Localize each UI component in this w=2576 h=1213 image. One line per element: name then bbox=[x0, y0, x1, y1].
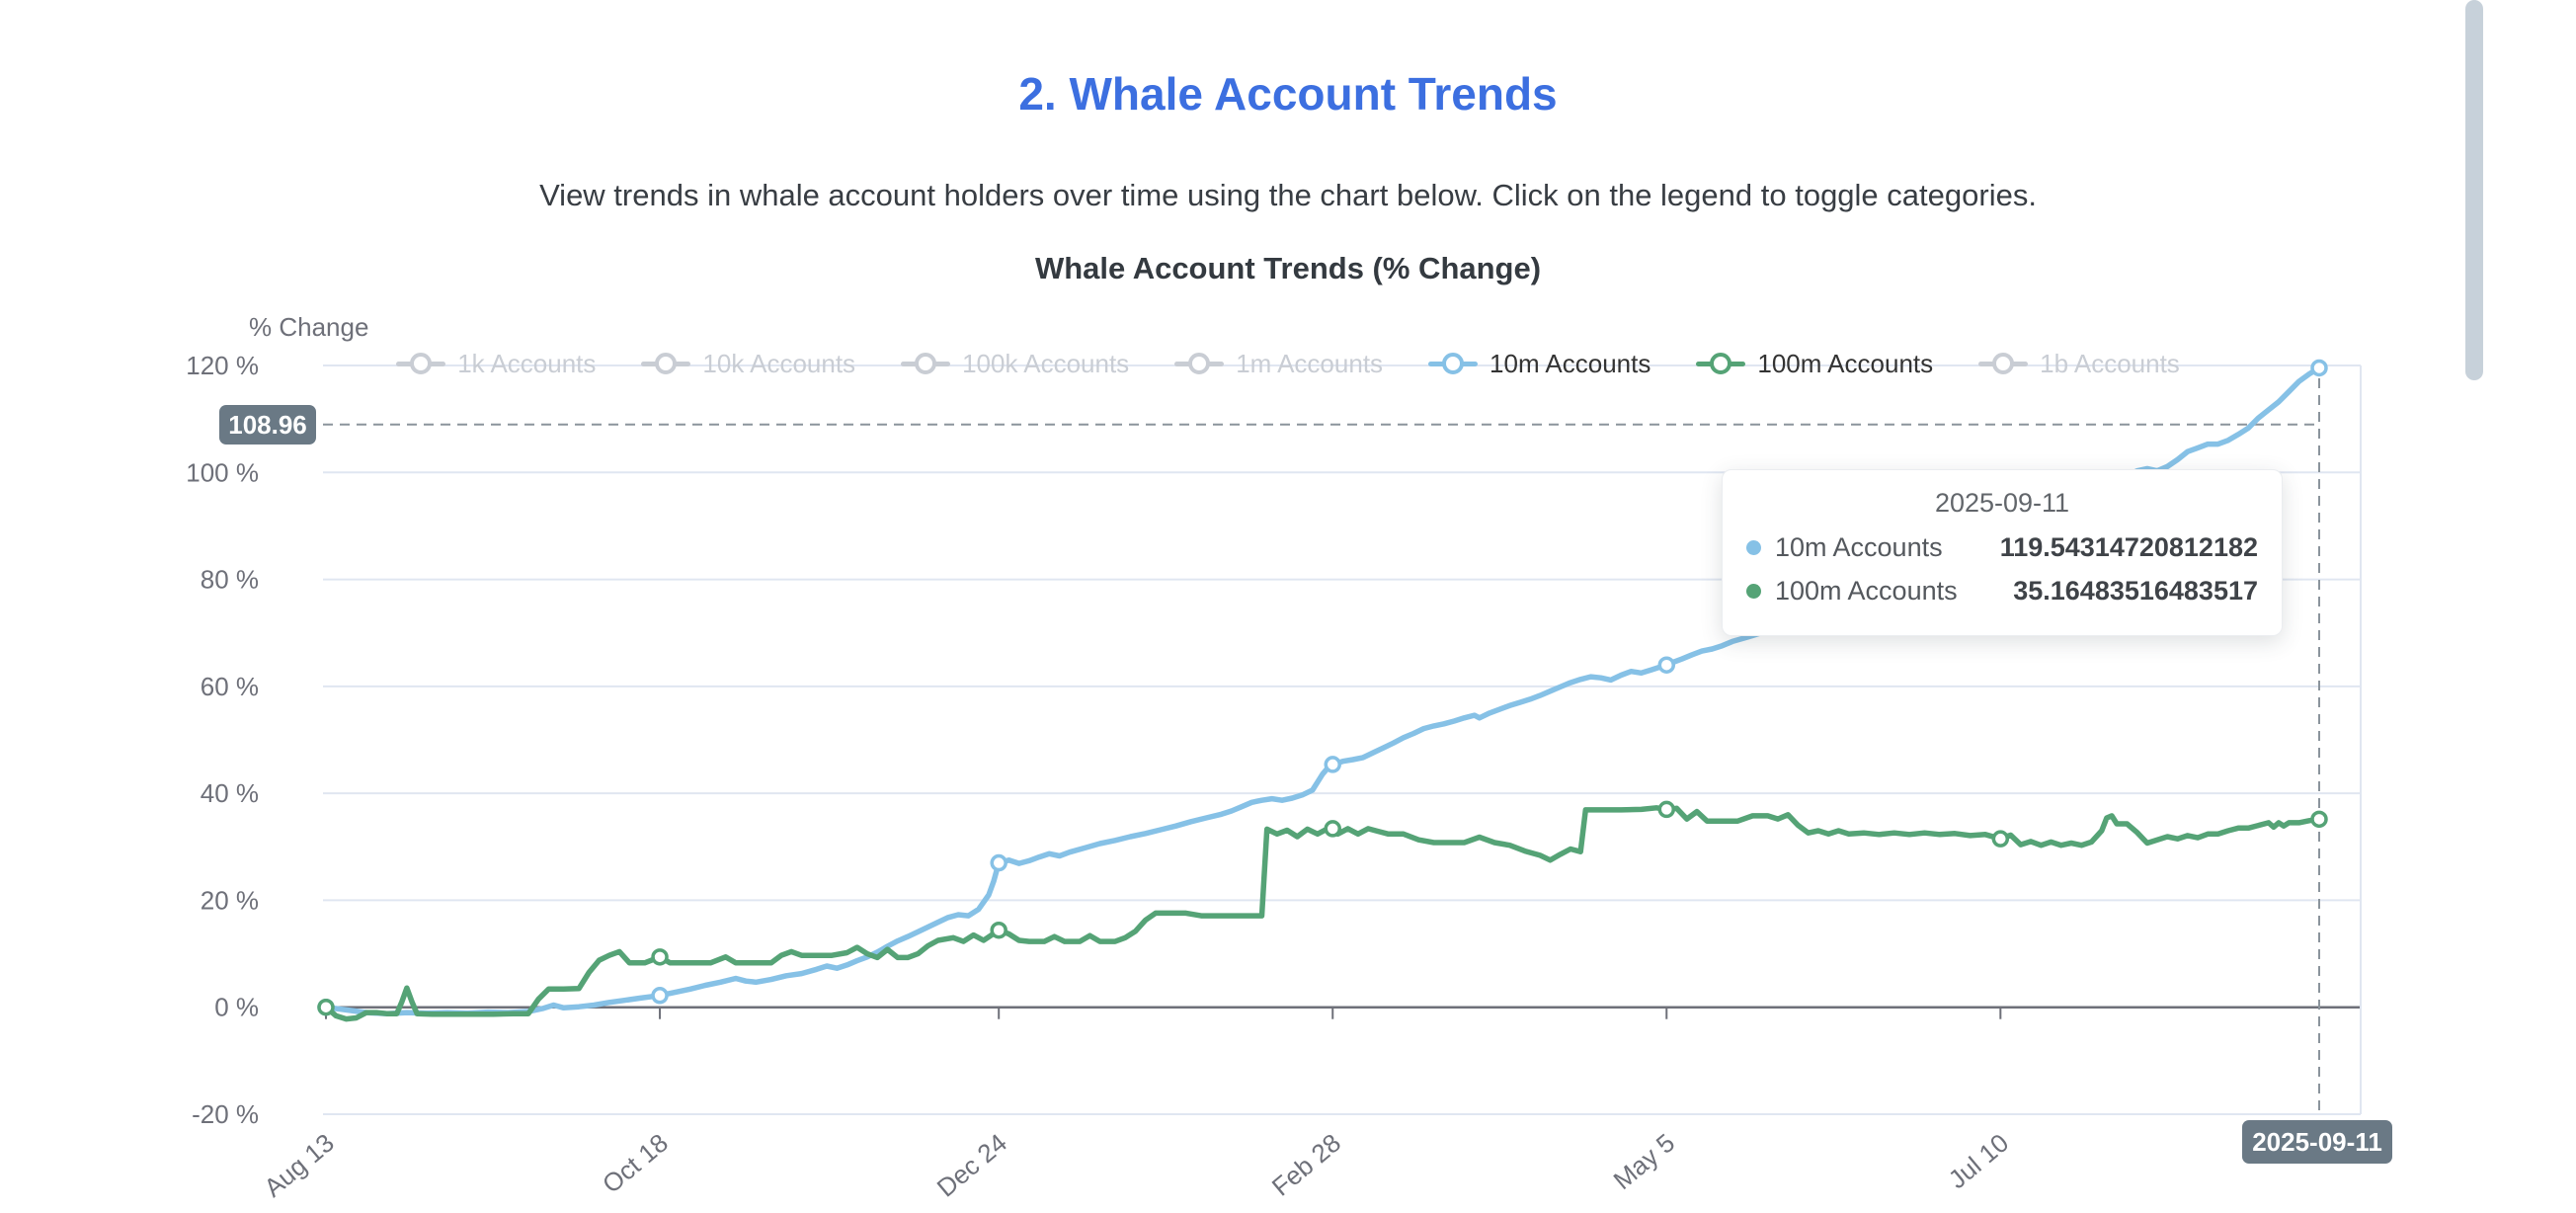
y-tick-label: 60 % bbox=[201, 672, 259, 701]
legend-item-label: 1m Accounts bbox=[1236, 348, 1384, 378]
tooltip-date: 2025-09-11 bbox=[1934, 488, 2070, 518]
legend-line-icon bbox=[1978, 351, 2029, 376]
x-tick-label: Oct 18 bbox=[597, 1128, 674, 1199]
x-tick-label: Jul 10 bbox=[1943, 1128, 2014, 1195]
y-axis-name: % Change bbox=[249, 312, 369, 342]
x-tick-label: Feb 28 bbox=[1266, 1128, 1346, 1202]
series-marker bbox=[2310, 810, 2328, 829]
series-marker bbox=[651, 987, 669, 1005]
y-axis-pointer-badge: 108.96 bbox=[219, 405, 316, 445]
tooltip-row: 10m Accounts 119.54314720812182 bbox=[1746, 532, 2258, 563]
series-marker bbox=[990, 853, 1007, 872]
tooltip-row: 100m Accounts 35.16483516483517 bbox=[1746, 576, 2258, 606]
legend-item-1k-accounts[interactable]: 1k Accounts bbox=[396, 349, 596, 379]
scrollbar-thumb[interactable] bbox=[2465, 0, 2483, 380]
legend-item-1b-accounts[interactable]: 1b Accounts bbox=[1978, 349, 2180, 379]
legend-item-10k-accounts[interactable]: 10k Accounts bbox=[641, 349, 855, 379]
legend-item-label: 1b Accounts bbox=[2040, 348, 2180, 378]
legend-item-label: 100m Accounts bbox=[1757, 348, 1934, 378]
y-tick-label: -20 % bbox=[192, 1099, 259, 1129]
legend-item-10m-accounts[interactable]: 10m Accounts bbox=[1428, 349, 1650, 379]
series-color-dot bbox=[1746, 540, 1761, 555]
series-marker bbox=[1324, 820, 1341, 838]
series-marker bbox=[1657, 800, 1676, 819]
y-tick-label: 20 % bbox=[201, 885, 259, 915]
series-marker bbox=[1991, 830, 2010, 848]
series-marker bbox=[317, 998, 335, 1016]
x-tick-label: Dec 24 bbox=[931, 1128, 1012, 1203]
series-marker bbox=[1324, 756, 1341, 773]
legend-item-100m-accounts[interactable]: 100m Accounts bbox=[1696, 349, 1933, 379]
chart-legend: 1k Accounts 10k Accounts 100k Accounts 1m A… bbox=[162, 342, 2414, 385]
legend-line-icon bbox=[396, 351, 446, 376]
legend-line-icon bbox=[1428, 351, 1479, 376]
legend-line-icon bbox=[901, 351, 951, 376]
y-tick-label: 80 % bbox=[201, 565, 259, 595]
page-title: 2. Whale Account Trends bbox=[1018, 68, 1558, 120]
chart-title: Whale Account Trends (% Change) bbox=[1034, 251, 1542, 285]
series-marker bbox=[651, 948, 669, 966]
series-marker bbox=[1657, 656, 1676, 674]
chart-tooltip: 2025-09-11 10m Accounts 119.5431472081218… bbox=[1722, 469, 2283, 636]
legend-line-icon bbox=[641, 351, 691, 376]
x-tick-label: Aug 13 bbox=[258, 1128, 339, 1203]
y-tick-label: 40 % bbox=[201, 778, 259, 808]
series-line-100m-accounts bbox=[323, 805, 2322, 1022]
legend-item-100k-accounts[interactable]: 100k Accounts bbox=[901, 349, 1129, 379]
legend-item-label: 1k Accounts bbox=[457, 348, 597, 378]
legend-line-icon bbox=[1696, 351, 1746, 376]
tooltip-series-label: 100m Accounts bbox=[1775, 576, 1958, 606]
series-line-10m-accounts bbox=[323, 364, 2322, 1016]
tooltip-series-label: 10m Accounts bbox=[1775, 532, 1943, 562]
x-axis-pointer-badge: 2025-09-11 bbox=[2242, 1120, 2392, 1164]
legend-line-icon bbox=[1174, 351, 1225, 376]
y-tick-label: 0 % bbox=[214, 993, 259, 1022]
tooltip-series-value: 119.54314720812182 bbox=[1999, 532, 2258, 562]
series-marker bbox=[990, 921, 1007, 939]
legend-item-1m-accounts[interactable]: 1m Accounts bbox=[1174, 349, 1383, 379]
series-marker bbox=[2310, 359, 2328, 377]
y-tick-label: 120 % bbox=[186, 351, 259, 380]
page-subtitle: View trends in whale account holders ove… bbox=[539, 178, 2037, 212]
legend-item-label: 10k Accounts bbox=[702, 348, 856, 378]
series-color-dot bbox=[1746, 584, 1761, 599]
x-tick-label: May 5 bbox=[1608, 1128, 1681, 1195]
tooltip-series-value: 35.16483516483517 bbox=[2013, 576, 2258, 606]
y-tick-label: 100 % bbox=[186, 457, 259, 487]
legend-item-label: 100k Accounts bbox=[962, 348, 1130, 378]
legend-item-label: 10m Accounts bbox=[1489, 348, 1651, 378]
